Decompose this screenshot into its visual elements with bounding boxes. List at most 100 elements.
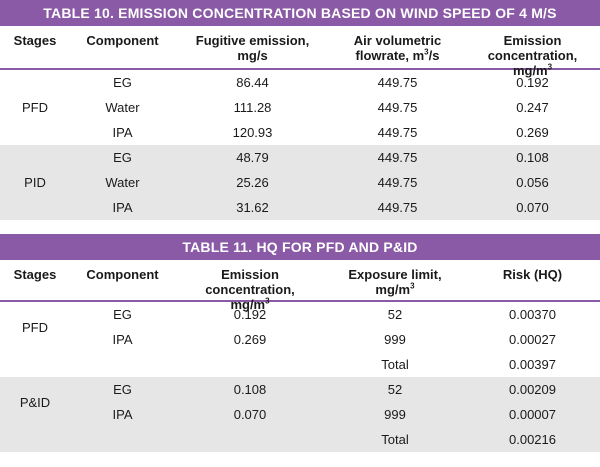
- header-component: Component: [86, 33, 159, 48]
- header-conc-line2: mg/m: [230, 297, 266, 312]
- header-stages: Stages: [13, 267, 57, 282]
- header-air-line2: flowrate, m: [355, 48, 425, 63]
- header-air-sup: 3: [424, 47, 429, 57]
- stage-label: P&ID: [19, 394, 51, 410]
- fugitive-cell: 120.93: [232, 125, 273, 140]
- header-conc-line1: Emission concentration,: [487, 33, 578, 63]
- table-row: EG 86.44 449.75 0.192: [0, 70, 600, 95]
- component-cell: Water: [105, 100, 140, 115]
- table-11-title: TABLE 11. HQ FOR PFD AND P&ID: [0, 234, 600, 260]
- fugitive-cell: 48.79: [236, 150, 269, 165]
- air-cell: 449.75: [377, 75, 418, 90]
- header-conc-sup: 3: [547, 62, 553, 72]
- conc-cell: 0.247: [516, 100, 549, 115]
- table-10-group-pid: PID EG 48.79 449.75 0.108 Water 25.26 44…: [0, 145, 600, 220]
- fugitive-cell: 31.62: [236, 200, 269, 215]
- component-cell: EG: [113, 75, 132, 90]
- air-cell: 449.75: [377, 125, 418, 140]
- total-label: Total: [381, 357, 409, 372]
- component-cell: IPA: [112, 407, 133, 422]
- table-11-group-pfd: PFD EG 0.192 52 0.00370 IPA 0.269 999 0.…: [0, 302, 600, 377]
- conc-cell: 0.070: [516, 200, 549, 215]
- table-10: TABLE 10. EMISSION CONCENTRATION BASED O…: [0, 0, 600, 220]
- limit-cell: 52: [387, 382, 403, 397]
- stage-label: PFD: [22, 100, 48, 115]
- fugitive-cell: 86.44: [236, 75, 269, 90]
- header-exp-sup: 3: [410, 281, 415, 291]
- header-risk-hq: Risk (HQ): [502, 267, 563, 282]
- header-conc-sup: 3: [265, 296, 270, 306]
- total-label: Total: [381, 432, 409, 447]
- header-conc-line1: Emission concentration,: [205, 267, 295, 297]
- table-11: TABLE 11. HQ FOR PFD AND P&ID Stages Com…: [0, 234, 600, 452]
- table-10-title: TABLE 10. EMISSION CONCENTRATION BASED O…: [0, 0, 600, 26]
- limit-cell: 52: [387, 307, 403, 322]
- header-stages: Stages: [13, 33, 57, 48]
- total-row: Total 0.00216: [0, 427, 600, 452]
- table-11-group-pid: P&ID EG 0.108 52 0.00209 IPA 0.070 999 0…: [0, 377, 600, 452]
- component-cell: IPA: [112, 200, 133, 215]
- air-cell: 449.75: [377, 200, 418, 215]
- header-air-line2-tail: /s: [428, 48, 440, 63]
- stage-label: PID: [24, 175, 46, 190]
- conc-cell: [175, 352, 325, 377]
- table-10-body: PFD EG 86.44 449.75 0.192 Water 111.28 4…: [0, 70, 600, 220]
- header-air-flowrate: Air volumetric flowrate, m3/s: [330, 26, 465, 68]
- conc-cell: [175, 427, 325, 452]
- table-row: EG 48.79 449.75 0.108: [0, 145, 600, 170]
- total-risk-cell: 0.00397: [509, 357, 556, 372]
- header-emission-concentration: Emission concentration, mg/m3: [465, 26, 600, 78]
- limit-cell: 999: [384, 407, 406, 422]
- conc-cell: 0.192: [233, 307, 267, 322]
- header-exp-line1: Exposure limit,: [348, 267, 442, 282]
- table-row: IPA 120.93 449.75 0.269: [0, 120, 600, 145]
- air-cell: 449.75: [377, 100, 418, 115]
- table-row: IPA 31.62 449.75 0.070: [0, 195, 600, 220]
- table-gap: [0, 220, 600, 234]
- component-cell: [70, 427, 175, 452]
- total-risk-cell: 0.00216: [509, 432, 556, 447]
- risk-cell: 0.00370: [509, 307, 556, 322]
- fugitive-cell: 25.26: [236, 175, 269, 190]
- header-air-line1: Air volumetric: [353, 33, 442, 48]
- header-component: Component: [86, 267, 159, 282]
- table-row: EG 0.108 52 0.00209: [0, 377, 600, 402]
- header-emission-concentration: Emission concentration, mg/m3: [175, 260, 325, 312]
- risk-cell: 0.00027: [509, 332, 556, 347]
- stage-label: PFD: [22, 319, 48, 335]
- table-row: Water 25.26 449.75 0.056: [0, 170, 600, 195]
- header-exp-line2: mg/m: [375, 282, 411, 297]
- table-10-header-row: Stages Component Fugitive emission, mg/s…: [0, 26, 600, 78]
- header-conc-line2: mg/m: [512, 63, 548, 78]
- limit-cell: 999: [384, 332, 406, 347]
- conc-cell: 0.108: [516, 150, 549, 165]
- table-11-header-row: Stages Component Emission concentration,…: [0, 260, 600, 312]
- table-row: EG 0.192 52 0.00370: [0, 302, 600, 327]
- conc-cell: 0.269: [233, 332, 267, 347]
- risk-cell: 0.00209: [509, 382, 556, 397]
- conc-cell: 0.269: [516, 125, 549, 140]
- component-cell: EG: [113, 307, 132, 322]
- risk-cell: 0.00007: [509, 407, 556, 422]
- fugitive-cell: 111.28: [233, 100, 272, 115]
- conc-cell: 0.192: [516, 75, 549, 90]
- conc-cell: 0.070: [233, 407, 267, 422]
- component-cell: EG: [113, 150, 132, 165]
- table-11-body: PFD EG 0.192 52 0.00370 IPA 0.269 999 0.…: [0, 302, 600, 452]
- air-cell: 449.75: [377, 150, 418, 165]
- air-cell: 449.75: [377, 175, 418, 190]
- table-row: IPA 0.269 999 0.00027: [0, 327, 600, 352]
- table-row: Water 111.28 449.75 0.247: [0, 95, 600, 120]
- total-row: Total 0.00397: [0, 352, 600, 377]
- table-row: IPA 0.070 999 0.00007: [0, 402, 600, 427]
- conc-cell: 0.056: [516, 175, 549, 190]
- header-exposure-limit: Exposure limit, mg/m3: [325, 260, 465, 300]
- component-cell: EG: [113, 382, 132, 397]
- header-fugitive-emission: Fugitive emission, mg/s: [195, 33, 310, 63]
- component-cell: IPA: [112, 332, 133, 347]
- conc-cell: 0.108: [233, 382, 267, 397]
- component-cell: IPA: [112, 125, 133, 140]
- component-cell: [70, 352, 175, 377]
- component-cell: Water: [105, 175, 140, 190]
- table-10-group-pfd: PFD EG 86.44 449.75 0.192 Water 111.28 4…: [0, 70, 600, 145]
